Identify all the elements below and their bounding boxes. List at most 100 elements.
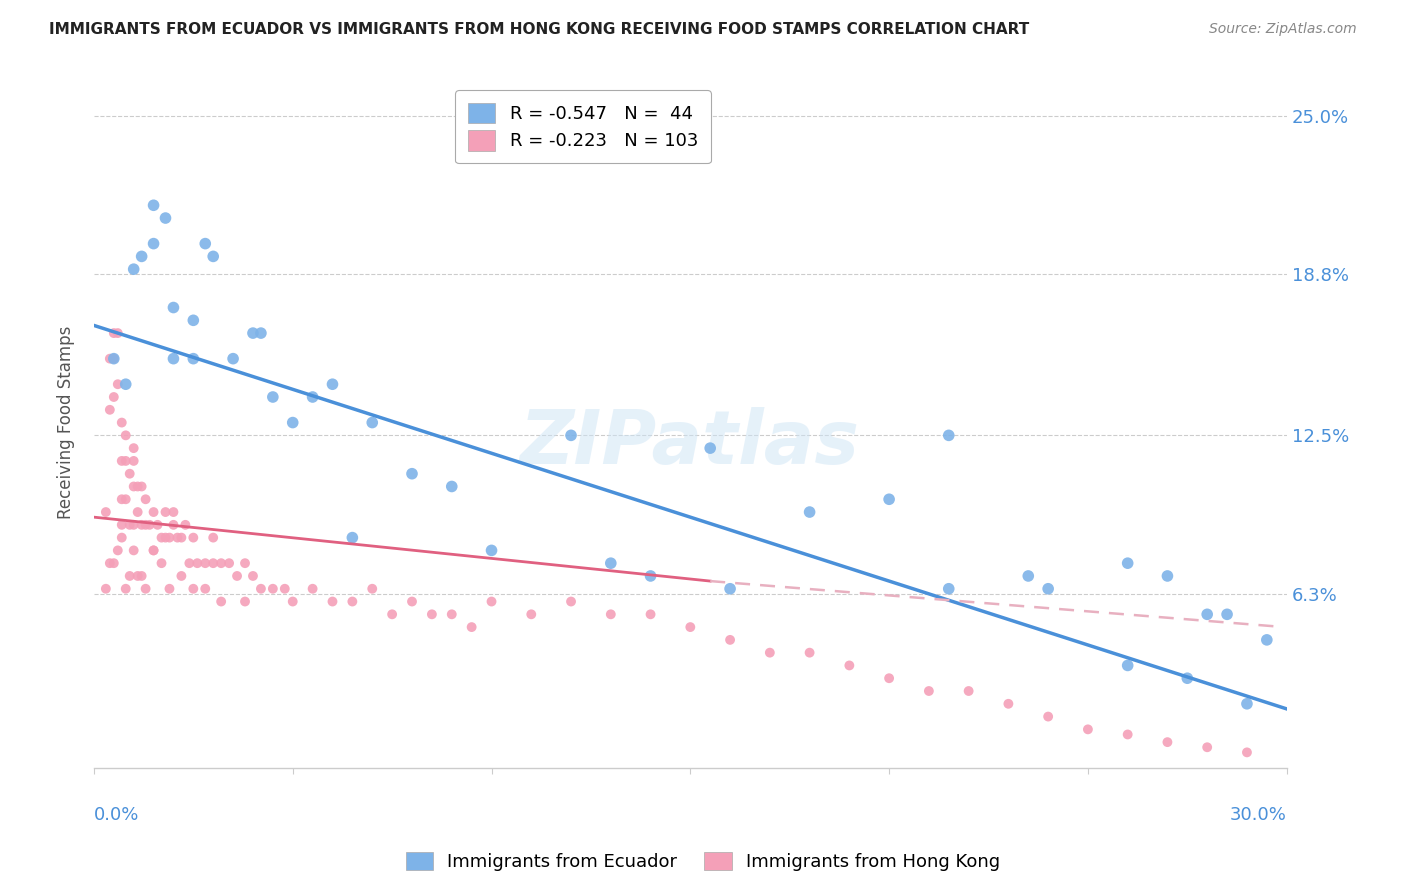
Point [1197, 607, 1219, 622]
Point [155, 531, 177, 545]
Point [186, 556, 208, 570]
Point [209, 594, 232, 608]
Point [301, 582, 323, 596]
Point [718, 582, 741, 596]
Point [1036, 582, 1059, 596]
Point [135, 517, 157, 532]
Point [107, 543, 129, 558]
Point [150, 531, 173, 545]
Point [142, 236, 165, 251]
Point [107, 377, 129, 392]
Point [599, 556, 621, 570]
Point [222, 351, 245, 366]
Point [118, 569, 141, 583]
Point [94, 505, 117, 519]
Point [114, 377, 136, 392]
Point [183, 351, 205, 366]
Text: IMMIGRANTS FROM ECUADOR VS IMMIGRANTS FROM HONG KONG RECEIVING FOOD STAMPS CORRE: IMMIGRANTS FROM ECUADOR VS IMMIGRANTS FR… [49, 22, 1029, 37]
Point [118, 467, 141, 481]
Point [103, 326, 125, 340]
Point [361, 416, 384, 430]
Point [381, 607, 404, 622]
Point [679, 620, 702, 634]
Point [242, 326, 264, 340]
Point [202, 556, 225, 570]
Point [114, 582, 136, 596]
Point [699, 441, 721, 455]
Point [159, 582, 181, 596]
Point [420, 607, 443, 622]
Point [142, 543, 165, 558]
Point [135, 582, 157, 596]
Point [183, 531, 205, 545]
Point [274, 582, 297, 596]
Point [127, 479, 149, 493]
Point [131, 569, 153, 583]
Point [759, 646, 782, 660]
Point [150, 556, 173, 570]
Point [838, 658, 860, 673]
Point [146, 517, 169, 532]
Point [1236, 745, 1258, 759]
Point [170, 531, 193, 545]
Point [111, 454, 134, 468]
Point [111, 492, 134, 507]
Point [321, 377, 343, 392]
Point [250, 326, 273, 340]
Point [1197, 740, 1219, 755]
Point [166, 531, 188, 545]
Y-axis label: Receiving Food Stamps: Receiving Food Stamps [58, 326, 75, 519]
Point [159, 531, 181, 545]
Point [361, 582, 384, 596]
Point [718, 632, 741, 647]
Point [1175, 671, 1198, 685]
Point [94, 582, 117, 596]
Point [301, 390, 323, 404]
Point [226, 569, 249, 583]
Point [138, 517, 160, 532]
Point [520, 607, 543, 622]
Point [799, 505, 821, 519]
Point [194, 556, 217, 570]
Point [142, 505, 165, 519]
Point [799, 646, 821, 660]
Text: 30.0%: 30.0% [1230, 805, 1286, 823]
Point [1017, 569, 1039, 583]
Point [877, 492, 900, 507]
Point [122, 441, 145, 455]
Point [1116, 727, 1139, 741]
Point [321, 594, 343, 608]
Point [194, 582, 217, 596]
Point [179, 556, 201, 570]
Point [131, 479, 153, 493]
Point [135, 492, 157, 507]
Point [262, 390, 284, 404]
Point [1156, 569, 1178, 583]
Point [142, 543, 165, 558]
Point [1116, 556, 1139, 570]
Point [98, 556, 121, 570]
Point [202, 531, 225, 545]
Point [122, 517, 145, 532]
Point [202, 249, 225, 263]
Point [122, 479, 145, 493]
Point [103, 556, 125, 570]
Text: Source: ZipAtlas.com: Source: ZipAtlas.com [1209, 22, 1357, 37]
Point [481, 594, 503, 608]
Point [938, 582, 960, 596]
Legend: Immigrants from Ecuador, Immigrants from Hong Kong: Immigrants from Ecuador, Immigrants from… [399, 845, 1007, 879]
Point [122, 454, 145, 468]
Point [103, 390, 125, 404]
Point [162, 301, 184, 315]
Point [183, 582, 205, 596]
Point [242, 569, 264, 583]
Text: ZIPatlas: ZIPatlas [520, 407, 860, 480]
Point [114, 428, 136, 442]
Point [640, 607, 662, 622]
Point [1077, 723, 1099, 737]
Point [155, 505, 177, 519]
Point [1216, 607, 1239, 622]
Point [281, 416, 304, 430]
Point [174, 517, 197, 532]
Point [111, 517, 134, 532]
